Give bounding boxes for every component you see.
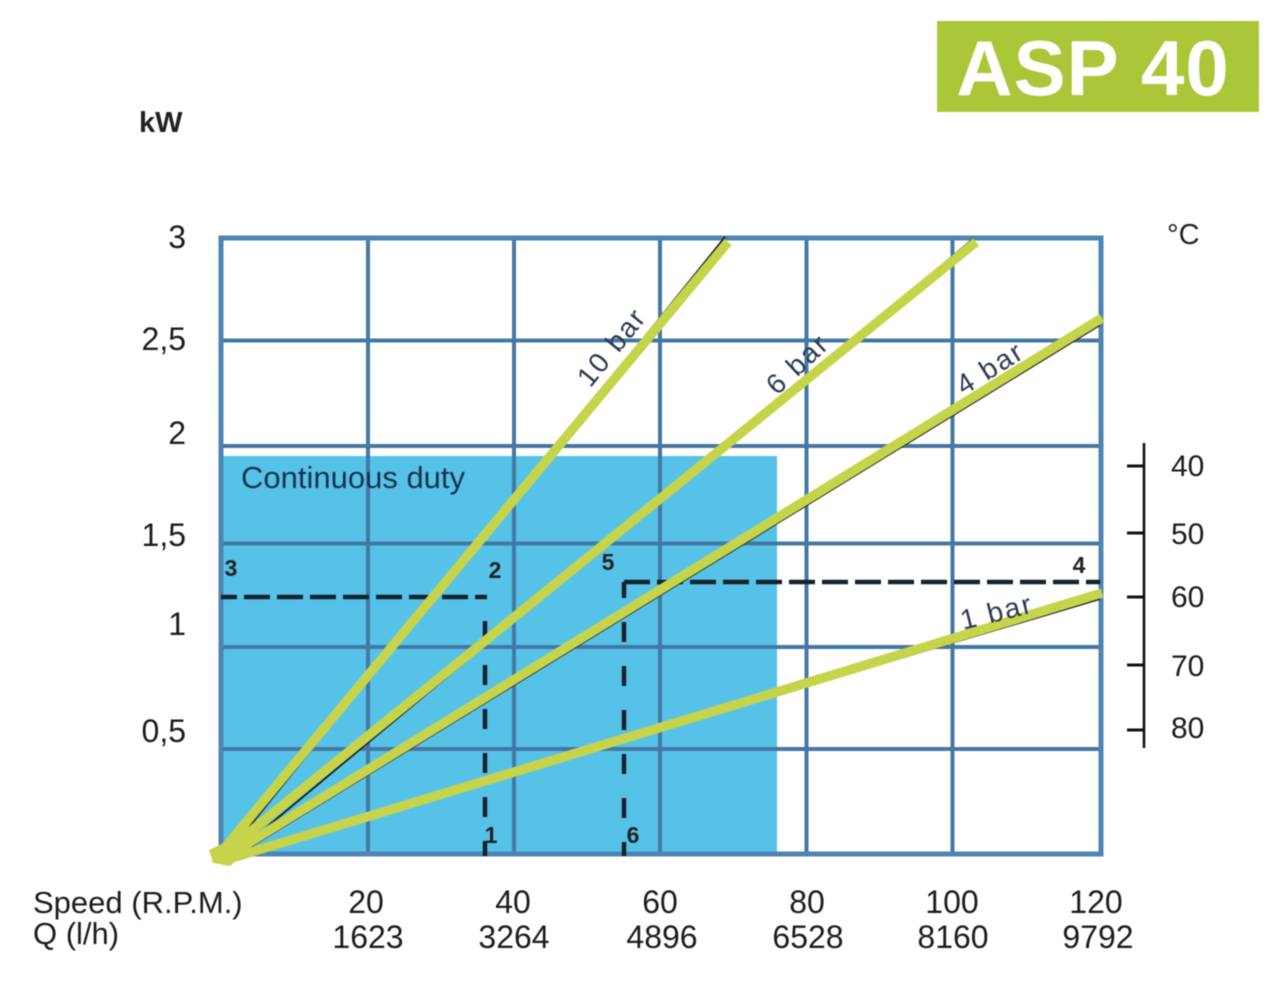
svg-text:Speed (R.P.M.): Speed (R.P.M.) (33, 885, 243, 920)
svg-text:80: 80 (789, 884, 825, 920)
svg-text:1: 1 (485, 822, 498, 848)
svg-text:3264: 3264 (478, 919, 549, 955)
svg-text:8160: 8160 (917, 919, 988, 955)
svg-text:2: 2 (489, 557, 502, 583)
svg-text:Q (l/h): Q (l/h) (33, 916, 119, 951)
svg-text:60: 60 (642, 884, 678, 920)
svg-text:kW: kW (139, 107, 183, 139)
svg-text:0,5: 0,5 (142, 713, 186, 749)
svg-text:40: 40 (495, 884, 531, 920)
svg-text:3: 3 (225, 555, 238, 581)
svg-text:ASP 40: ASP 40 (956, 24, 1229, 112)
svg-text:5: 5 (602, 549, 615, 575)
svg-text:20: 20 (348, 884, 384, 920)
svg-text:9792: 9792 (1062, 919, 1133, 955)
svg-text:6528: 6528 (772, 919, 843, 955)
svg-text:50: 50 (1171, 518, 1204, 551)
svg-text:1623: 1623 (332, 919, 403, 955)
svg-text:100: 100 (925, 884, 978, 920)
svg-text:60: 60 (1171, 581, 1204, 614)
svg-text:2,5: 2,5 (142, 321, 186, 357)
svg-text:40: 40 (1171, 450, 1204, 483)
svg-text:4: 4 (1073, 552, 1086, 578)
svg-text:3: 3 (168, 219, 186, 255)
svg-text:70: 70 (1171, 650, 1204, 683)
svg-text:1,5: 1,5 (142, 517, 186, 553)
svg-text:2: 2 (168, 415, 186, 451)
svg-text:1: 1 (168, 606, 186, 642)
svg-text:Continuous duty: Continuous duty (241, 460, 466, 495)
svg-text:80: 80 (1171, 712, 1204, 745)
svg-text:4896: 4896 (626, 919, 697, 955)
svg-text:6: 6 (627, 822, 640, 848)
svg-text:°C: °C (1167, 219, 1200, 251)
svg-text:120: 120 (1069, 884, 1122, 920)
